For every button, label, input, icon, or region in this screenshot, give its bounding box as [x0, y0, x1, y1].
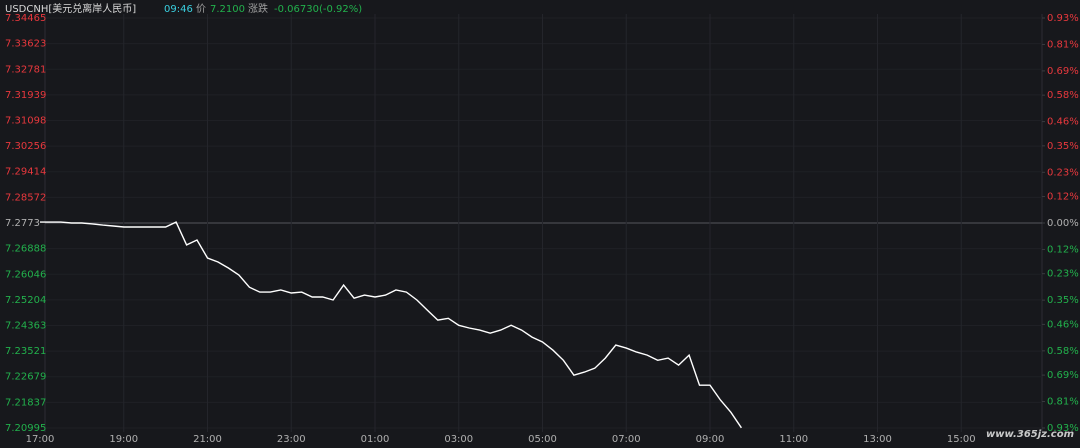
y2-tick-label: 0.35%: [1047, 141, 1079, 152]
x-tick-label: 03:00: [444, 434, 473, 445]
y2-tick-label: 0.58%: [1047, 90, 1079, 101]
y-tick-label: 7.30256: [5, 141, 46, 152]
y2-tick-label: 0.23%: [1047, 167, 1079, 178]
y-tick-label: 7.34465: [5, 13, 46, 24]
y2-tick-label: 0.81%: [1047, 397, 1079, 408]
change: -0.06730(-0.92%): [274, 4, 362, 15]
y2-tick-label: 0.46%: [1047, 117, 1079, 128]
y-tick-label: 7.26046: [5, 269, 46, 280]
x-tick-label: 19:00: [109, 434, 138, 445]
y-tick-label: 7.29414: [5, 167, 46, 178]
y-tick-label: 7.2773: [5, 218, 40, 229]
y-tick-label: 7.20995: [5, 423, 46, 434]
y2-tick-label: 0.46%: [1047, 319, 1079, 330]
y2-tick-label: 0.58%: [1047, 346, 1079, 357]
x-tick-label: 15:00: [947, 434, 976, 445]
y-tick-label: 7.31098: [5, 115, 46, 126]
x-tick-label: 09:00: [696, 434, 725, 445]
price: 7.2100: [210, 4, 245, 15]
x-tick-label: 01:00: [361, 434, 390, 445]
y2-tick-label: 0.93%: [1047, 423, 1079, 434]
y-tick-label: 7.21837: [5, 397, 46, 408]
x-tick-label: 17:00: [26, 434, 55, 445]
watermark: www.365jz.com: [986, 429, 1074, 440]
price-line: [40, 221, 742, 429]
y-tick-label: 7.33623: [5, 39, 46, 50]
x-tick-label: 21:00: [193, 434, 222, 445]
y2-tick-label: 0.69%: [1047, 370, 1079, 381]
y2-tick-label: 0.35%: [1047, 295, 1079, 306]
change-label: 涨跌: [248, 2, 268, 15]
time: 09:46: [164, 4, 193, 15]
x-tick-label: 13:00: [863, 434, 892, 445]
y-tick-label: 7.31939: [5, 90, 46, 101]
y2-tick-label: 0.12%: [1047, 244, 1079, 255]
price-label: 价: [196, 3, 206, 15]
y-tick-label: 7.22679: [5, 372, 46, 383]
x-tick-label: 11:00: [779, 434, 808, 445]
x-tick-label: 07:00: [612, 434, 641, 445]
y-tick-label: 7.32781: [5, 64, 46, 75]
y-tick-label: 7.28572: [5, 192, 46, 203]
y-tick-label: 7.24363: [5, 320, 46, 331]
y2-tick-label: 0.69%: [1047, 66, 1079, 77]
y2-tick-label: 0.23%: [1047, 269, 1079, 280]
y-tick-label: 7.26888: [5, 244, 46, 255]
x-tick-label: 23:00: [277, 434, 306, 445]
y2-tick-label: 0.00%: [1047, 218, 1079, 229]
y-tick-label: 7.23521: [5, 346, 46, 357]
y2-tick-label: 0.81%: [1047, 39, 1079, 50]
y2-tick-label: 0.93%: [1047, 13, 1079, 24]
chart-title: USDCNH[美元兑离岸人民币]: [5, 2, 136, 15]
y-tick-label: 7.25204: [5, 295, 46, 306]
x-tick-label: 05:00: [528, 434, 557, 445]
y2-tick-label: 0.12%: [1047, 192, 1079, 203]
